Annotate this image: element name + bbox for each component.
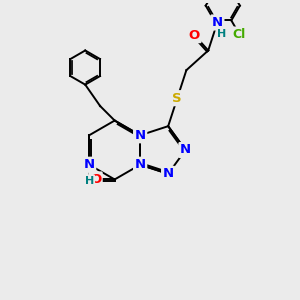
Text: N: N (163, 167, 174, 180)
Text: N: N (212, 16, 223, 29)
Text: N: N (135, 158, 146, 171)
Text: H: H (85, 176, 94, 186)
Text: O: O (90, 173, 101, 186)
Text: N: N (180, 143, 191, 157)
Text: Cl: Cl (233, 28, 246, 41)
Text: O: O (189, 29, 200, 42)
Text: N: N (135, 129, 146, 142)
Text: H: H (217, 29, 226, 39)
Text: N: N (84, 158, 95, 171)
Text: S: S (172, 92, 182, 105)
